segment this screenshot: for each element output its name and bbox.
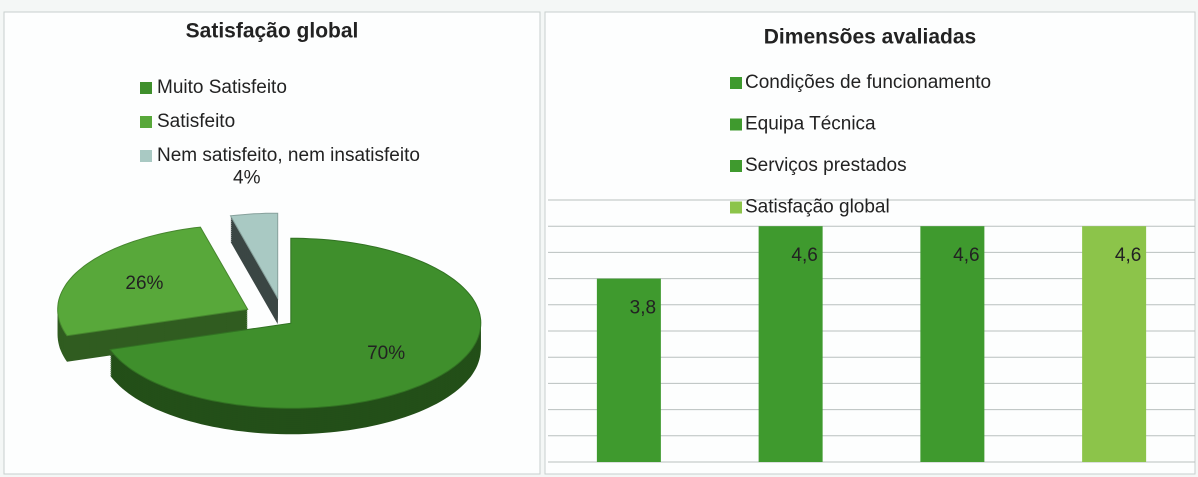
bar	[596, 278, 661, 462]
pie-slice	[57, 226, 249, 337]
legend-swatch	[730, 201, 742, 214]
data-label: 26%	[125, 273, 163, 294]
legend-swatch	[730, 160, 742, 172]
legend-label: Nem satisfeito, nem insatisfeito	[157, 145, 420, 166]
legend-label: Muito Satisfeito	[157, 77, 287, 98]
legend-swatch	[140, 82, 152, 94]
legend-label: Equipa Técnica	[745, 114, 876, 135]
legend-label: Serviços prestados	[745, 155, 907, 176]
chart-title: Satisfação global	[186, 20, 359, 43]
legend-swatch	[730, 118, 742, 131]
legend-label: Satisfeito	[157, 111, 235, 132]
data-label: 4%	[233, 168, 261, 189]
pie-slice	[229, 212, 279, 301]
legend-swatch	[140, 116, 152, 128]
legend-label: Satisfação global	[745, 197, 890, 218]
bar	[758, 226, 823, 462]
data-label: 3,8	[630, 298, 656, 319]
chart-title: Dimensões avaliadas	[764, 26, 976, 49]
pie-slice	[109, 237, 482, 409]
data-label: 4,6	[953, 245, 979, 266]
legend-label: Condições de funcionamento	[745, 72, 991, 93]
data-label: 70%	[367, 343, 405, 364]
legend-swatch	[730, 77, 742, 89]
bar	[1082, 226, 1147, 462]
legend-swatch	[140, 150, 152, 162]
bar	[920, 226, 985, 462]
data-label: 4,6	[1115, 245, 1141, 266]
data-label: 4,6	[791, 245, 817, 266]
